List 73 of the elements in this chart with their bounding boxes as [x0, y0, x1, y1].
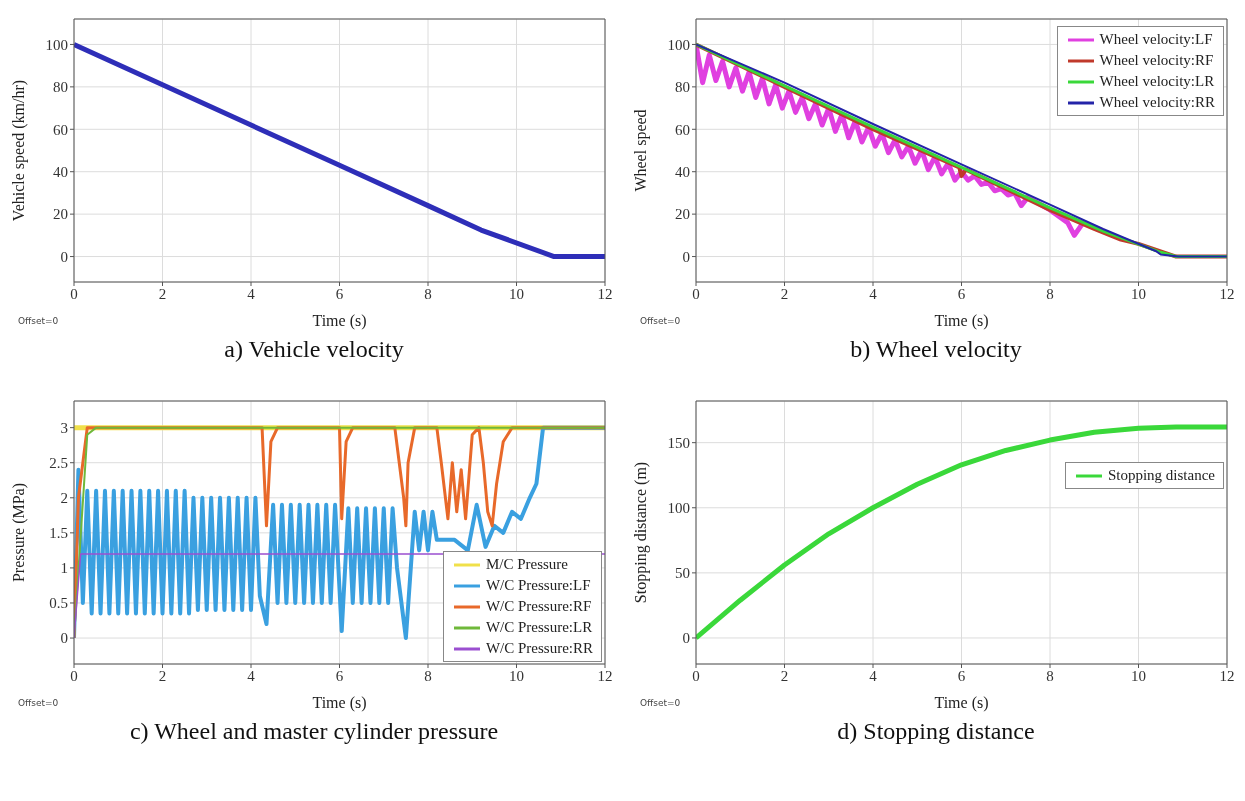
- y-tick-label: 0.5: [49, 595, 68, 612]
- y-tick-label: 100: [45, 36, 68, 53]
- x-tick-label: 10: [509, 667, 524, 684]
- y-tick-label: 100: [667, 36, 690, 53]
- x-tick-label: 6: [957, 667, 966, 684]
- text: c) Wheel and master cylinder pressure: [128, 718, 500, 745]
- x-tick-label: 4: [869, 667, 878, 684]
- x-tick-label: 12: [597, 285, 613, 302]
- x-tick-label: 4: [247, 667, 256, 684]
- x-axis-title: Time (s): [312, 694, 367, 712]
- x-tick-label: 12: [1219, 285, 1235, 302]
- y-tick-label: 40: [675, 164, 690, 181]
- text: a) Vehicle velocity: [223, 336, 405, 363]
- x-tick-label: 2: [780, 285, 789, 302]
- y-tick-label: 0: [682, 248, 690, 265]
- x-tick-label: 8: [1046, 667, 1054, 684]
- text: Offset=0: [18, 698, 59, 708]
- y-tick-label: 100: [667, 500, 690, 517]
- legend-label: Wheel velocity:LR: [1099, 73, 1215, 90]
- legend-label: M/C Pressure: [485, 556, 568, 573]
- x-tick-label: 10: [509, 285, 524, 302]
- y-tick-label: 20: [53, 206, 68, 223]
- x-axis-title: Time (s): [312, 312, 367, 330]
- y-tick-label: 60: [675, 121, 690, 138]
- y-tick-label: 0: [682, 630, 690, 647]
- legend-label: Wheel velocity:LF: [1099, 31, 1213, 48]
- x-tick-label: 2: [780, 667, 789, 684]
- text: d) Stopping distance: [836, 718, 1036, 745]
- legend-label: W/C Pressure:LR: [485, 619, 593, 636]
- y-tick-label: 0: [60, 630, 68, 647]
- x-tick-label: 2: [158, 285, 167, 302]
- text: b) Wheel velocity: [849, 336, 1023, 363]
- x-tick-label: 8: [1046, 285, 1054, 302]
- legend-label: W/C Pressure:RR: [485, 640, 593, 657]
- text: Offset=0: [640, 316, 681, 326]
- x-tick-label: 6: [957, 285, 966, 302]
- y-tick-label: 80: [675, 79, 690, 96]
- y-tick-label: 2.5: [49, 455, 68, 472]
- y-tick-label: 2: [60, 490, 68, 507]
- x-tick-label: 6: [335, 285, 344, 302]
- x-tick-label: 4: [869, 285, 878, 302]
- x-axis-title: Time (s): [934, 312, 989, 330]
- x-tick-label: 8: [424, 285, 432, 302]
- y-tick-label: 150: [667, 434, 690, 451]
- y-tick-label: 0: [60, 248, 68, 265]
- y-tick-label: 3: [60, 419, 68, 436]
- y-axis-title: Vehicle speed (km/hr): [9, 79, 28, 222]
- y-tick-label: 1: [60, 560, 68, 577]
- y-axis-title: Pressure (MPa): [9, 482, 28, 583]
- x-tick-label: 4: [247, 285, 256, 302]
- y-tick-label: 50: [675, 565, 690, 582]
- y-axis-title: Wheel speed: [631, 109, 650, 192]
- x-tick-label: 6: [335, 667, 344, 684]
- y-tick-label: 40: [53, 164, 68, 181]
- legend-label: Wheel velocity:RR: [1099, 94, 1215, 111]
- legend-label: Stopping distance: [1107, 467, 1215, 484]
- x-tick-label: 10: [1131, 667, 1146, 684]
- text: Offset=0: [640, 698, 681, 708]
- y-tick-label: 60: [53, 121, 68, 138]
- x-tick-label: 8: [424, 667, 432, 684]
- y-tick-label: 1.5: [49, 525, 68, 542]
- legend-label: Wheel velocity:RF: [1099, 52, 1214, 69]
- x-tick-label: 2: [158, 667, 167, 684]
- text: Offset=0: [18, 316, 59, 326]
- legend-label: W/C Pressure:LF: [485, 577, 591, 594]
- x-tick-label: 12: [597, 667, 613, 684]
- legend-label: W/C Pressure:RF: [485, 598, 592, 615]
- x-axis-title: Time (s): [934, 694, 989, 712]
- y-tick-label: 20: [675, 206, 690, 223]
- y-axis-title: Stopping distance (m): [631, 461, 650, 604]
- x-tick-label: 10: [1131, 285, 1146, 302]
- y-tick-label: 80: [53, 79, 68, 96]
- x-tick-label: 12: [1219, 667, 1235, 684]
